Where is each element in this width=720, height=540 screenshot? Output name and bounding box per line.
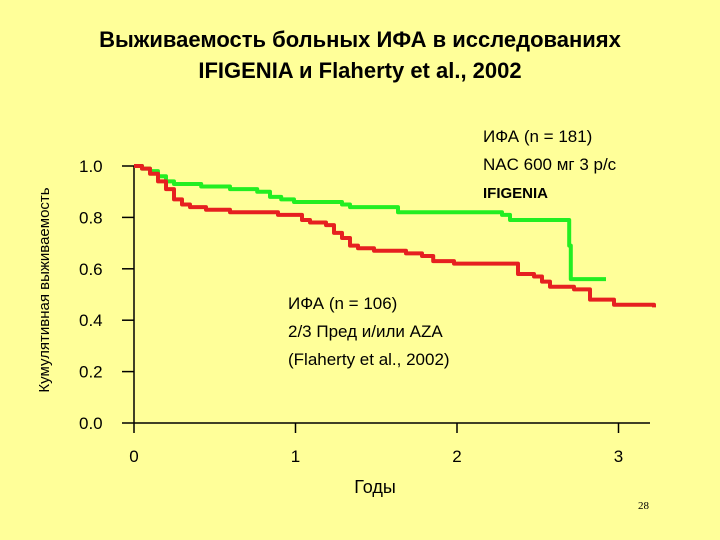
x-tick-label: 3 [614, 447, 623, 466]
x-axis-label: Годы [354, 477, 396, 497]
x-tick-label: 2 [452, 447, 461, 466]
y-tick-label: 0.6 [79, 260, 103, 279]
flaherty-label-line: ИФА (n = 106) [288, 294, 397, 313]
y-tick-label: 0.2 [79, 363, 103, 382]
ifigenia-label-line: NAC 600 мг 3 р/с [483, 155, 617, 174]
ifigenia-survival-curve [134, 164, 606, 282]
x-tick-label: 1 [291, 447, 300, 466]
y-tick-label: 0.0 [79, 414, 103, 433]
title-line-1: Выживаемость больных ИФА в исследованиях [99, 27, 621, 52]
slide-title: Выживаемость больных ИФА в исследованиях… [20, 24, 700, 86]
ifigenia-label-line: IFIGENIA [483, 185, 548, 202]
y-tick-label: 1.0 [79, 157, 103, 176]
x-tick-label: 0 [129, 447, 138, 466]
flaherty-label-line: (Flaherty et al., 2002) [288, 350, 450, 369]
title-line-2: IFIGENIA и Flaherty et al., 2002 [198, 58, 522, 83]
y-tick-label: 0.4 [79, 311, 103, 330]
y-axis-label: Кумулятивная выживаемость [36, 187, 53, 392]
flaherty-label-line: 2/3 Пред и/или AZA [288, 322, 443, 341]
flaherty-survival-curve [134, 164, 656, 308]
ifigenia-label-line: ИФА (n = 181) [483, 127, 592, 146]
y-tick-label: 0.8 [79, 208, 103, 227]
page-number: 28 [638, 500, 649, 512]
